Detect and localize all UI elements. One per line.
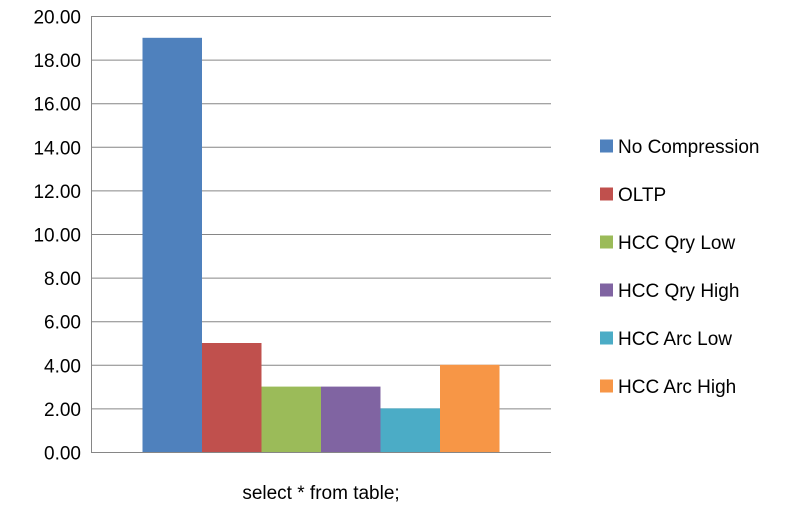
x-axis-category-labels: select * from table; xyxy=(242,483,399,504)
bars xyxy=(142,37,500,453)
legend-swatch-oltp xyxy=(600,187,613,201)
y-tick-label: 10.00 xyxy=(33,226,81,247)
bar-hcc-arc-low xyxy=(380,408,440,452)
y-tick-label: 12.00 xyxy=(33,182,81,203)
legend: No Compression OLTP HCC Qry Low HCC Qry Hig… xyxy=(600,137,760,398)
bar-hcc-qry-high xyxy=(321,386,381,452)
y-tick-label: 8.00 xyxy=(44,269,81,290)
legend-label-no-compression: No Compression xyxy=(618,137,760,158)
legend-swatch-hcc-arc-low xyxy=(600,331,613,345)
x-category-label: select * from table; xyxy=(242,483,399,504)
bar-oltp xyxy=(202,343,262,452)
y-tick-label: 2.00 xyxy=(44,400,81,421)
legend-label-hcc-qry-high: HCC Qry High xyxy=(618,281,739,302)
bar-no-compression xyxy=(142,37,202,453)
y-tick-label: 18.00 xyxy=(33,51,81,72)
bar-hcc-qry-low xyxy=(261,386,321,452)
y-tick-label: 4.00 xyxy=(44,356,81,377)
legend-swatch-hcc-qry-low xyxy=(600,235,613,249)
y-tick-label: 14.00 xyxy=(33,138,81,159)
y-tick-label: 6.00 xyxy=(44,313,81,334)
y-tick-label: 20.00 xyxy=(33,8,81,29)
legend-label-hcc-qry-low: HCC Qry Low xyxy=(618,233,735,254)
legend-label-hcc-arc-high: HCC Arc High xyxy=(618,377,736,398)
y-axis-tick-labels: 0.00 2.00 4.00 6.00 8.00 10.00 12.00 14.00 16.00… xyxy=(33,8,81,465)
y-tick-label: 0.00 xyxy=(44,444,81,465)
legend-label-oltp: OLTP xyxy=(618,185,666,206)
legend-swatch-hcc-qry-high xyxy=(600,283,613,297)
legend-label-hcc-arc-low: HCC Arc Low xyxy=(618,329,732,350)
y-tick-label: 16.00 xyxy=(33,95,81,116)
legend-swatch-no-compression xyxy=(600,139,613,153)
axes xyxy=(91,16,551,453)
legend-swatch-hcc-arc-high xyxy=(600,379,613,393)
bar-hcc-arc-high xyxy=(440,364,500,452)
